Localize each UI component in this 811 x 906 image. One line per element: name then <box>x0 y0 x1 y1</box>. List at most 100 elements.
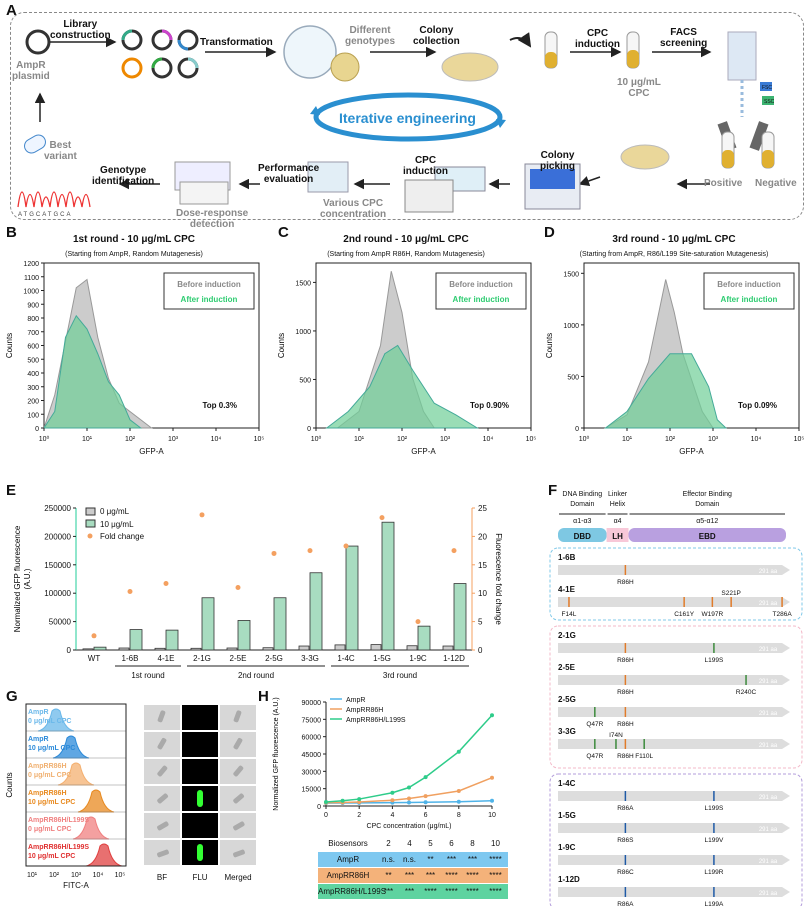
bar-10ug <box>165 629 179 651</box>
workflow-frame <box>10 12 804 220</box>
table-cell: n.s. <box>382 855 395 864</box>
legend-after: After induction <box>453 295 510 304</box>
legend-after: After induction <box>721 295 778 304</box>
cell <box>233 737 243 750</box>
y2-tick-label: 20 <box>478 532 487 541</box>
facs-label: FACS screening <box>660 27 708 49</box>
table-cell: ** <box>385 871 392 880</box>
mutation-label: L199S <box>705 657 724 664</box>
cell <box>157 710 166 723</box>
table-cell: **** <box>445 871 458 880</box>
length-label: 291 aa <box>759 679 778 685</box>
fold-change-point <box>199 512 205 518</box>
cell <box>157 737 167 750</box>
iterative-label: Iterative engineering <box>339 110 476 126</box>
cpc-induction-label: CPC induction <box>575 28 620 50</box>
y-tick-label: 900 <box>27 302 39 309</box>
image-column-label: BF <box>157 873 167 882</box>
y-axis-label-2: (A.U.) <box>23 568 32 589</box>
x-tick-label: 10² <box>49 872 60 879</box>
series-point <box>490 713 494 718</box>
sequence-bar <box>558 565 790 575</box>
y2-tick-label: 5 <box>478 618 483 627</box>
cell <box>157 793 169 804</box>
table-row: AmpRR86H ** *** *** **** **** **** <box>318 868 508 884</box>
bar-0ug <box>226 647 238 651</box>
y-axis-label: Normalized GFP fluorescence (A.U.) <box>273 697 280 810</box>
legend-label: Fold change <box>100 532 145 541</box>
bar-10ug <box>345 545 359 651</box>
domain-helix-label: α5-α12 <box>696 518 718 525</box>
bar-0ug <box>118 647 130 651</box>
mutation-label: W197R <box>702 611 724 618</box>
series-point <box>357 797 362 802</box>
mutation-label: R86A <box>617 901 634 906</box>
image-column-label: Merged <box>224 873 251 882</box>
colony-collection-label: Colony collection <box>413 25 460 47</box>
y-tick-label: 400 <box>27 371 39 378</box>
round-box <box>549 625 803 769</box>
row-label: AmpR <box>28 736 49 743</box>
table-cell: 2 <box>386 839 391 848</box>
y-axis-label: Counts <box>277 333 286 358</box>
top-percent-label: Top 0.3% <box>202 401 237 410</box>
shaker-icon <box>404 179 454 213</box>
row-label: 0 μg/mL CPC <box>28 772 71 779</box>
y-tick-label: 75000 <box>302 717 322 724</box>
table-row: AmpR n.s. n.s. ** *** *** **** <box>318 852 508 868</box>
y-axis-label: Counts <box>5 333 14 358</box>
length-label: 291 aa <box>759 891 778 897</box>
chromatogram-bases: ATGCATGCA <box>18 212 73 218</box>
category-label: 1-4C <box>337 654 355 663</box>
legend-label: AmpRR86H <box>346 707 383 714</box>
mutation-label: Q47R <box>586 753 603 760</box>
x-tick-label: 0 <box>324 812 328 819</box>
table-cell: *** <box>404 887 415 896</box>
fold-change-point <box>91 633 97 639</box>
bar-10ug <box>237 620 251 651</box>
series-point <box>456 788 461 793</box>
legend-label: 0 μg/mL <box>100 507 130 516</box>
x-tick-label: 10⁵ <box>794 436 805 443</box>
flow-histogram <box>77 789 115 813</box>
top-percent-label: Top 0.09% <box>738 401 777 410</box>
y-tick-label: 1000 <box>563 323 579 330</box>
table-cell: Biosensors <box>328 839 368 848</box>
domain-title: Helix <box>610 501 626 508</box>
series-line <box>325 776 493 804</box>
legend-before: Before induction <box>177 280 241 289</box>
panel-label-c: C <box>278 224 289 241</box>
table-cell: *** <box>425 871 436 880</box>
y-tick-label: 0 <box>67 646 72 655</box>
row-label: AmpRR86H/L199S <box>28 817 89 824</box>
x-tick-label: 10⁰ <box>311 435 322 443</box>
mutation-map: DNA Binding Domain α1-α3 DBD Linker Helix α4 LH… <box>549 491 803 906</box>
variant-name: 1-4C <box>558 779 576 788</box>
series-point <box>407 796 411 801</box>
colony-plate-icon <box>441 52 499 82</box>
workflow-graphics <box>17 25 775 213</box>
mutation-label: R86H <box>617 721 634 728</box>
domain-block <box>558 528 607 542</box>
series-point <box>423 800 428 805</box>
series-point <box>407 785 411 790</box>
fold-change-point <box>307 548 313 554</box>
y2-tick-label: 0 <box>478 646 483 655</box>
image-column-label: FLU <box>192 873 207 882</box>
variant-name: 1-5G <box>558 811 576 820</box>
library-plasmid-icons <box>121 29 199 79</box>
y-tick-label: 500 <box>299 377 311 384</box>
y2-axis-label: Fluorescence fold change <box>494 533 503 625</box>
bar-0ug <box>154 647 166 651</box>
cpc-concentration-label: 10 μg/mL CPC <box>617 77 661 99</box>
y-tick-label: 45000 <box>302 752 322 759</box>
legend-label: 10 μg/mL <box>100 520 134 529</box>
table-cell: *** <box>383 887 394 896</box>
mutation-label: R86A <box>617 805 634 812</box>
histogram-subtitle: (Starting from AmpR, R86/L199 Site-satur… <box>580 251 769 258</box>
library-label: Library construction <box>50 19 111 41</box>
domain-abbr: EBD <box>699 532 716 541</box>
y-axis-label: Counts <box>5 772 14 797</box>
bar-0ug <box>262 647 274 651</box>
table-cell: *** <box>404 871 415 880</box>
